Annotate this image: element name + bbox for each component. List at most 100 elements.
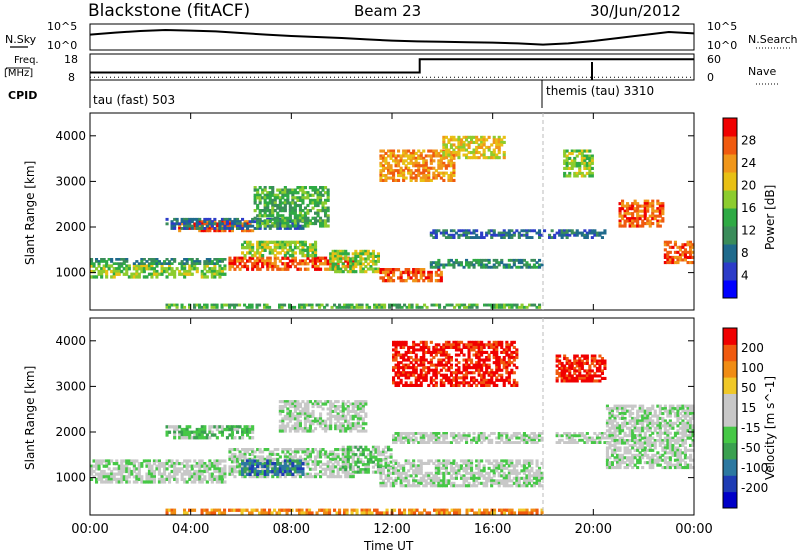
heatmap-cell: [336, 257, 340, 261]
heatmap-cell: [387, 471, 391, 475]
heatmap-cell: [364, 270, 368, 274]
heatmap-cell: [117, 480, 121, 484]
heatmap-cell: [488, 303, 492, 307]
heatmap-cell: [379, 270, 383, 275]
heatmap-cell: [195, 262, 199, 265]
heatmap-cell: [306, 402, 310, 406]
heatmap-cell: [374, 270, 378, 274]
heatmap-cell: [190, 436, 194, 440]
heatmap-cell: [291, 219, 295, 223]
heatmap-cell: [502, 229, 506, 233]
heatmap-cell: [417, 174, 421, 178]
heatmap-cell: [490, 303, 494, 307]
heatmap-cell: [278, 251, 282, 255]
heatmap-cell: [444, 479, 448, 483]
heatmap-cell: [658, 207, 662, 211]
heatmap-cell: [593, 231, 597, 235]
heatmap-cell: [248, 467, 252, 471]
heatmap-cell: [668, 250, 672, 254]
heatmap-cell: [565, 156, 569, 160]
heatmap-cell: [578, 164, 582, 168]
heatmap-cell: [230, 452, 234, 456]
heatmap-cell: [296, 422, 300, 426]
heatmap-cell: [281, 188, 285, 192]
heatmap-cell: [575, 171, 579, 175]
heatmap-cell: [399, 476, 403, 480]
heatmap-cell: [303, 407, 307, 411]
heatmap-cell: [356, 445, 360, 449]
heatmap-cell: [409, 432, 413, 435]
heatmap-cell: [140, 258, 144, 261]
heatmap-cell: [120, 477, 124, 481]
heatmap-cell: [402, 469, 406, 473]
heatmap-cell: [253, 198, 257, 202]
heatmap-cell: [334, 254, 338, 258]
heatmap-cell: [354, 412, 358, 416]
heatmap-cell: [485, 471, 489, 475]
heatmap-cell: [348, 305, 352, 309]
heatmap-cell: [397, 159, 401, 163]
heatmap-cell: [288, 240, 292, 244]
heatmap-cell: [321, 422, 325, 426]
heatmap-cell: [553, 236, 557, 239]
heatmap-cell: [236, 256, 240, 260]
heatmap-cell: [218, 462, 222, 466]
heatmap-cell: [470, 345, 474, 349]
heatmap-cell: [273, 472, 277, 476]
heatmap-cell: [341, 407, 345, 411]
heatmap-cell: [331, 457, 335, 461]
heatmap-cell: [412, 484, 416, 488]
heatmap-cell: [495, 233, 499, 237]
heatmap-cell: [447, 261, 451, 265]
heatmap-cell: [407, 348, 411, 352]
heatmap-cell: [165, 462, 169, 466]
heatmap-cell: [230, 259, 234, 263]
heatmap-cell: [225, 220, 229, 224]
heatmap-cell: [384, 461, 388, 465]
heatmap-cell: [661, 217, 665, 221]
heatmap-cell: [110, 480, 114, 484]
heatmap-cell: [127, 475, 131, 479]
power-heatmap: [90, 135, 695, 309]
heatmap-cell: [278, 219, 282, 223]
heatmap-cell: [497, 151, 501, 155]
heatmap-cell: [560, 233, 564, 237]
heatmap-cell: [643, 222, 647, 226]
heatmap-cell: [230, 264, 234, 269]
heatmap-cell: [241, 465, 245, 469]
heatmap-cell: [442, 464, 446, 468]
heatmap-cell: [203, 305, 207, 309]
heatmap-cell: [354, 453, 358, 457]
heatmap-cell: [213, 269, 217, 274]
heatmap-cell: [290, 305, 294, 309]
heatmap-cell: [374, 455, 378, 459]
heatmap-cell: [641, 209, 645, 213]
heatmap-cell: [90, 264, 94, 268]
heatmap-cell: [283, 251, 287, 255]
heatmap-cell: [165, 262, 169, 265]
heatmap-cell: [380, 305, 384, 309]
heatmap-cell: [434, 366, 438, 370]
heatmap-cell: [303, 419, 307, 423]
heatmap-cell: [236, 227, 240, 230]
heatmap-cell: [155, 275, 159, 279]
heatmap-cell: [185, 425, 189, 429]
heatmap-cell: [404, 154, 408, 158]
heatmap-cell: [399, 474, 403, 478]
heatmap-cell: [651, 207, 655, 211]
heatmap-cell: [175, 477, 179, 481]
heatmap-cell: [208, 462, 212, 466]
heatmap-cell: [140, 480, 144, 484]
heatmap-cell: [314, 475, 318, 479]
heatmap-cell: [183, 220, 187, 224]
heatmap-cell: [251, 427, 255, 432]
heatmap-cell: [683, 255, 687, 259]
heatmap-cell: [193, 222, 197, 226]
heatmap-cell: [525, 261, 529, 265]
heatmap-cell: [492, 459, 496, 463]
heatmap-cell: [427, 273, 431, 277]
heatmap-cell: [376, 468, 380, 472]
heatmap-cell: [288, 402, 292, 406]
heatmap-cell: [120, 258, 124, 261]
heatmap-cell: [573, 156, 577, 160]
